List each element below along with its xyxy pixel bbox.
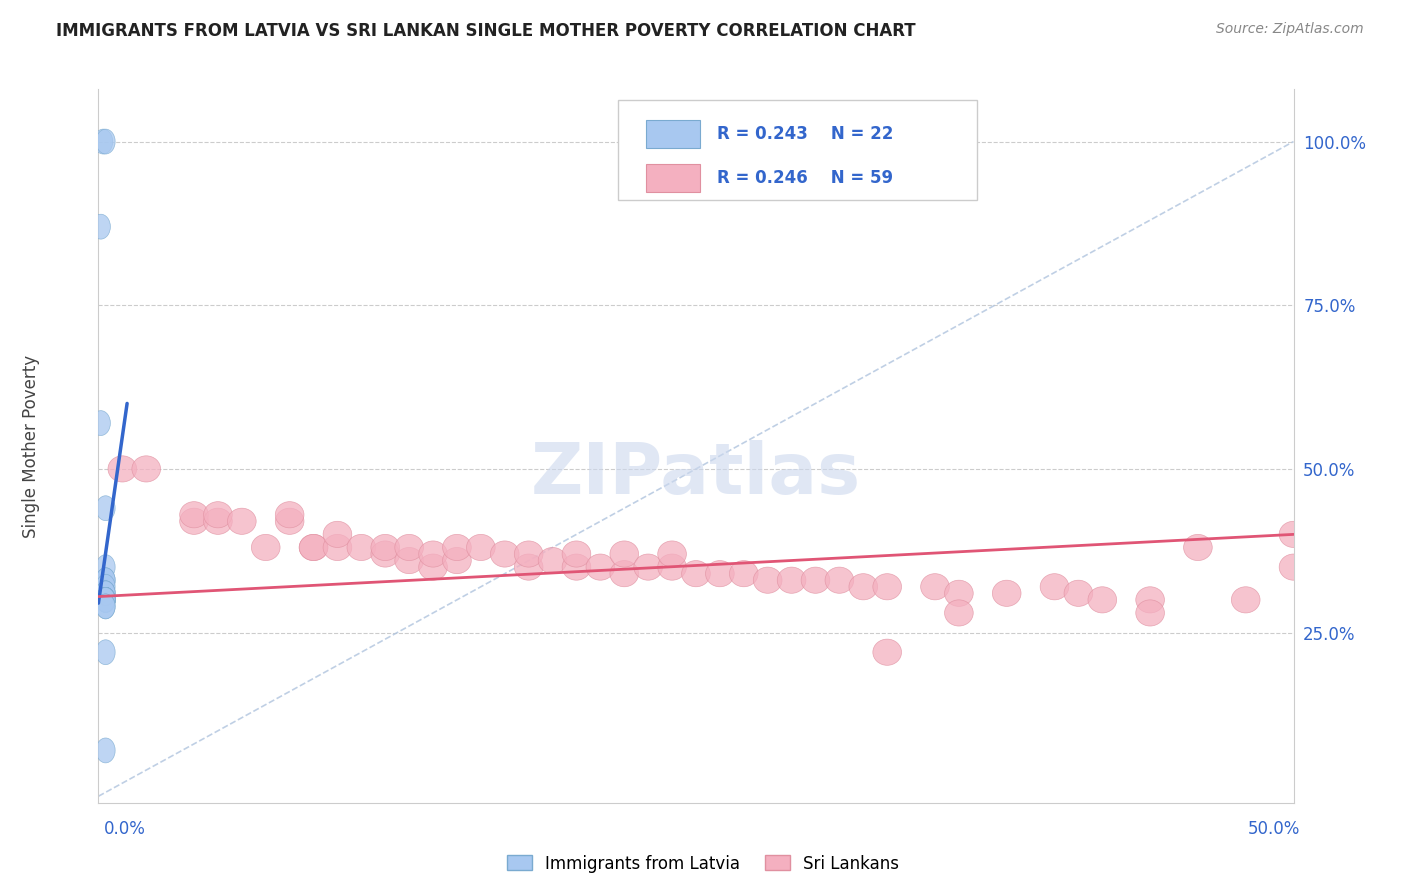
Ellipse shape <box>873 640 901 665</box>
Ellipse shape <box>228 508 256 534</box>
Ellipse shape <box>945 580 973 607</box>
Ellipse shape <box>91 214 111 239</box>
Ellipse shape <box>299 534 328 560</box>
Ellipse shape <box>96 555 115 580</box>
Ellipse shape <box>658 541 686 567</box>
Ellipse shape <box>180 508 208 534</box>
Ellipse shape <box>754 567 782 593</box>
Ellipse shape <box>91 410 111 435</box>
Ellipse shape <box>1279 554 1308 580</box>
Ellipse shape <box>132 456 160 482</box>
Ellipse shape <box>921 574 949 599</box>
Ellipse shape <box>96 581 115 606</box>
Ellipse shape <box>1064 580 1092 607</box>
Ellipse shape <box>467 534 495 560</box>
Legend: Immigrants from Latvia, Sri Lankans: Immigrants from Latvia, Sri Lankans <box>501 848 905 880</box>
Ellipse shape <box>778 567 806 593</box>
Text: R = 0.243    N = 22: R = 0.243 N = 22 <box>717 125 894 143</box>
Ellipse shape <box>347 534 375 560</box>
Ellipse shape <box>849 574 877 599</box>
Ellipse shape <box>204 508 232 534</box>
Ellipse shape <box>96 588 115 612</box>
Ellipse shape <box>443 534 471 560</box>
Ellipse shape <box>562 554 591 580</box>
Ellipse shape <box>515 554 543 580</box>
Ellipse shape <box>730 560 758 587</box>
Ellipse shape <box>96 640 115 665</box>
Text: 0.0%: 0.0% <box>104 820 146 838</box>
Ellipse shape <box>1184 534 1212 560</box>
Ellipse shape <box>1088 587 1116 613</box>
Ellipse shape <box>96 574 115 599</box>
Ellipse shape <box>395 548 423 574</box>
FancyBboxPatch shape <box>645 164 700 192</box>
FancyBboxPatch shape <box>645 120 700 148</box>
Ellipse shape <box>538 548 567 574</box>
Text: 50.0%: 50.0% <box>1249 820 1301 838</box>
Ellipse shape <box>96 588 115 612</box>
Text: IMMIGRANTS FROM LATVIA VS SRI LANKAN SINGLE MOTHER POVERTY CORRELATION CHART: IMMIGRANTS FROM LATVIA VS SRI LANKAN SIN… <box>56 22 915 40</box>
Ellipse shape <box>682 560 710 587</box>
Ellipse shape <box>801 567 830 593</box>
Ellipse shape <box>395 534 423 560</box>
Ellipse shape <box>1232 587 1260 613</box>
Ellipse shape <box>1040 574 1069 599</box>
Text: ZIPatlas: ZIPatlas <box>531 440 860 509</box>
Ellipse shape <box>419 541 447 567</box>
Ellipse shape <box>276 508 304 534</box>
Ellipse shape <box>96 581 115 606</box>
Ellipse shape <box>945 599 973 626</box>
Ellipse shape <box>96 594 115 619</box>
Ellipse shape <box>993 580 1021 607</box>
Ellipse shape <box>371 541 399 567</box>
Text: Single Mother Poverty: Single Mother Poverty <box>22 354 39 538</box>
Ellipse shape <box>96 581 115 606</box>
Ellipse shape <box>515 541 543 567</box>
Ellipse shape <box>96 588 115 612</box>
Ellipse shape <box>323 521 352 548</box>
Ellipse shape <box>634 554 662 580</box>
Ellipse shape <box>586 554 614 580</box>
Ellipse shape <box>96 594 115 619</box>
Ellipse shape <box>96 588 115 612</box>
Ellipse shape <box>180 501 208 528</box>
Ellipse shape <box>94 129 112 154</box>
Ellipse shape <box>371 534 399 560</box>
Ellipse shape <box>204 501 232 528</box>
Text: Source: ZipAtlas.com: Source: ZipAtlas.com <box>1216 22 1364 37</box>
Ellipse shape <box>108 456 136 482</box>
Ellipse shape <box>1136 587 1164 613</box>
Ellipse shape <box>610 560 638 587</box>
FancyBboxPatch shape <box>619 100 977 200</box>
Ellipse shape <box>96 568 115 592</box>
Ellipse shape <box>323 534 352 560</box>
Ellipse shape <box>96 588 115 612</box>
Ellipse shape <box>276 501 304 528</box>
Ellipse shape <box>443 548 471 574</box>
Ellipse shape <box>419 554 447 580</box>
Ellipse shape <box>658 554 686 580</box>
Ellipse shape <box>96 129 115 154</box>
Ellipse shape <box>96 588 115 612</box>
Ellipse shape <box>825 567 853 593</box>
Ellipse shape <box>1279 521 1308 548</box>
Ellipse shape <box>706 560 734 587</box>
Ellipse shape <box>96 738 115 763</box>
Ellipse shape <box>491 541 519 567</box>
Ellipse shape <box>873 574 901 599</box>
Ellipse shape <box>562 541 591 567</box>
Ellipse shape <box>610 541 638 567</box>
Ellipse shape <box>252 534 280 560</box>
Ellipse shape <box>1136 599 1164 626</box>
Ellipse shape <box>96 568 115 592</box>
Ellipse shape <box>96 496 115 521</box>
Text: R = 0.246    N = 59: R = 0.246 N = 59 <box>717 169 894 186</box>
Ellipse shape <box>299 534 328 560</box>
